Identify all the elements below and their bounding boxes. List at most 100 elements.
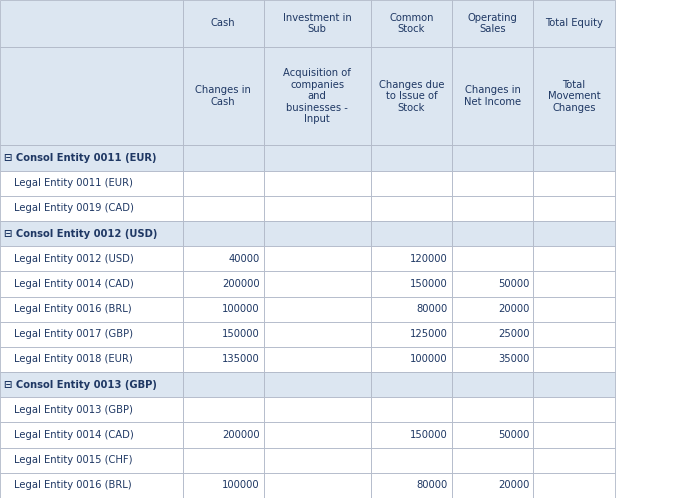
Text: 50000: 50000 bbox=[498, 279, 529, 289]
Bar bbox=[0, 221, 183, 246]
Bar bbox=[533, 296, 615, 322]
Bar bbox=[533, 422, 615, 448]
Text: 200000: 200000 bbox=[223, 279, 260, 289]
Text: 50000: 50000 bbox=[498, 430, 529, 440]
Bar bbox=[264, 322, 371, 347]
Text: Legal Entity 0017 (GBP): Legal Entity 0017 (GBP) bbox=[14, 329, 133, 339]
Bar bbox=[183, 296, 264, 322]
Bar bbox=[533, 448, 615, 473]
Bar bbox=[0, 372, 183, 397]
Bar bbox=[371, 145, 452, 171]
Text: Total
Movement
Changes: Total Movement Changes bbox=[548, 80, 600, 113]
Bar bbox=[371, 271, 452, 296]
Bar bbox=[183, 422, 264, 448]
Text: Cash: Cash bbox=[211, 18, 236, 28]
Bar bbox=[0, 47, 183, 145]
Text: Legal Entity 0014 (CAD): Legal Entity 0014 (CAD) bbox=[14, 430, 134, 440]
Bar bbox=[264, 196, 371, 221]
Text: Operating
Sales: Operating Sales bbox=[468, 12, 517, 34]
Text: 200000: 200000 bbox=[223, 430, 260, 440]
Bar bbox=[264, 246, 371, 271]
Text: Legal Entity 0013 (GBP): Legal Entity 0013 (GBP) bbox=[14, 405, 133, 415]
Bar bbox=[264, 473, 371, 498]
Bar bbox=[533, 246, 615, 271]
Bar bbox=[371, 322, 452, 347]
Bar bbox=[371, 171, 452, 196]
Bar bbox=[533, 397, 615, 422]
Bar bbox=[264, 0, 371, 47]
Text: 100000: 100000 bbox=[223, 304, 260, 314]
Bar bbox=[452, 0, 533, 47]
Bar bbox=[371, 196, 452, 221]
Text: 20000: 20000 bbox=[498, 481, 529, 491]
Bar bbox=[452, 271, 533, 296]
Bar bbox=[183, 397, 264, 422]
Text: Legal Entity 0018 (EUR): Legal Entity 0018 (EUR) bbox=[14, 355, 133, 365]
Bar bbox=[183, 271, 264, 296]
Bar bbox=[533, 322, 615, 347]
Bar bbox=[264, 397, 371, 422]
Text: 125000: 125000 bbox=[410, 329, 448, 339]
Text: 20000: 20000 bbox=[498, 304, 529, 314]
Bar bbox=[0, 171, 183, 196]
Bar bbox=[0, 397, 183, 422]
Bar bbox=[183, 347, 264, 372]
Bar bbox=[371, 296, 452, 322]
Bar bbox=[533, 221, 615, 246]
Text: 40000: 40000 bbox=[229, 254, 260, 264]
Bar bbox=[452, 171, 533, 196]
Text: Legal Entity 0019 (CAD): Legal Entity 0019 (CAD) bbox=[14, 203, 134, 213]
Text: ⊟ Consol Entity 0011 (EUR): ⊟ Consol Entity 0011 (EUR) bbox=[4, 153, 156, 163]
Bar bbox=[0, 0, 183, 47]
Bar bbox=[533, 473, 615, 498]
Bar bbox=[371, 422, 452, 448]
Bar bbox=[183, 448, 264, 473]
Bar bbox=[452, 246, 533, 271]
Bar bbox=[0, 448, 183, 473]
Bar bbox=[533, 347, 615, 372]
Text: 80000: 80000 bbox=[417, 481, 448, 491]
Text: Changes due
to Issue of
Stock: Changes due to Issue of Stock bbox=[378, 80, 444, 113]
Text: ⊟ Consol Entity 0012 (USD): ⊟ Consol Entity 0012 (USD) bbox=[4, 229, 157, 239]
Bar bbox=[264, 372, 371, 397]
Text: Acquisition of
companies
and
businesses -
Input: Acquisition of companies and businesses … bbox=[283, 68, 351, 124]
Bar bbox=[0, 196, 183, 221]
Text: 135000: 135000 bbox=[222, 355, 260, 365]
Bar bbox=[371, 372, 452, 397]
Bar bbox=[264, 347, 371, 372]
Text: Changes in
Net Income: Changes in Net Income bbox=[464, 85, 521, 107]
Bar bbox=[452, 47, 533, 145]
Bar bbox=[452, 145, 533, 171]
Bar bbox=[264, 271, 371, 296]
Bar bbox=[452, 448, 533, 473]
Bar bbox=[371, 0, 452, 47]
Text: 150000: 150000 bbox=[410, 430, 448, 440]
Bar bbox=[533, 271, 615, 296]
Bar bbox=[183, 473, 264, 498]
Bar bbox=[371, 246, 452, 271]
Bar bbox=[371, 47, 452, 145]
Text: 80000: 80000 bbox=[417, 304, 448, 314]
Text: Investment in
Sub: Investment in Sub bbox=[283, 12, 351, 34]
Bar bbox=[264, 422, 371, 448]
Text: ⊟ Consol Entity 0013 (GBP): ⊟ Consol Entity 0013 (GBP) bbox=[4, 379, 157, 389]
Text: 120000: 120000 bbox=[410, 254, 448, 264]
Text: 35000: 35000 bbox=[498, 355, 529, 365]
Text: 100000: 100000 bbox=[411, 355, 448, 365]
Bar bbox=[533, 145, 615, 171]
Bar bbox=[533, 171, 615, 196]
Bar bbox=[0, 473, 183, 498]
Bar bbox=[371, 221, 452, 246]
Text: Legal Entity 0014 (CAD): Legal Entity 0014 (CAD) bbox=[14, 279, 134, 289]
Bar bbox=[533, 0, 615, 47]
Text: 25000: 25000 bbox=[497, 329, 529, 339]
Bar bbox=[264, 296, 371, 322]
Bar bbox=[371, 347, 452, 372]
Bar bbox=[183, 221, 264, 246]
Bar bbox=[183, 372, 264, 397]
Bar bbox=[0, 296, 183, 322]
Bar bbox=[0, 246, 183, 271]
Text: Legal Entity 0015 (CHF): Legal Entity 0015 (CHF) bbox=[14, 455, 132, 465]
Bar bbox=[0, 422, 183, 448]
Bar bbox=[371, 448, 452, 473]
